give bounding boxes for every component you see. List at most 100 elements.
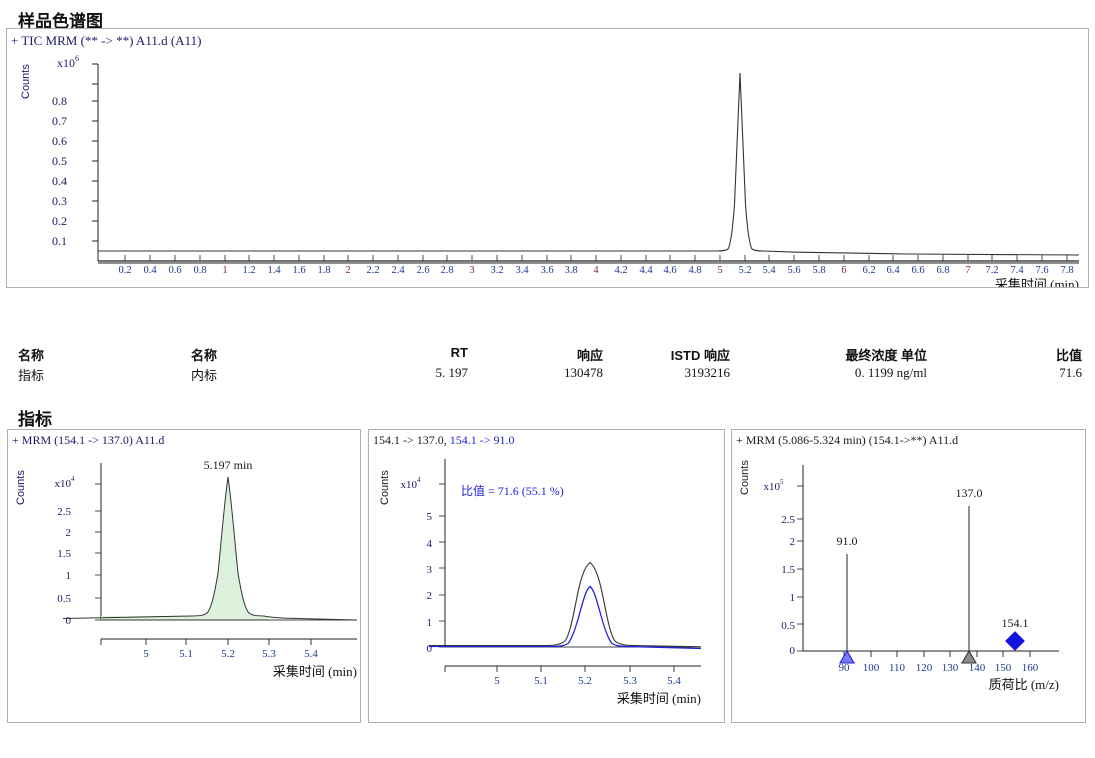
svg-text:1.8: 1.8 [317,265,330,276]
svg-text:3.8: 3.8 [564,265,577,276]
svg-text:3.4: 3.4 [515,265,529,276]
svg-text:4: 4 [593,265,599,276]
svg-text:质荷比 (m/z): 质荷比 (m/z) [989,677,1059,692]
svg-text:5.4: 5.4 [762,265,776,276]
svg-text:5.2: 5.2 [738,265,751,276]
svg-text:5.8: 5.8 [812,265,825,276]
svg-text:x10: x10 [401,479,418,491]
svg-text:0.7: 0.7 [52,114,67,128]
svg-text:采集时间 (min): 采集时间 (min) [617,691,701,706]
svg-text:2.5: 2.5 [57,506,71,518]
svg-text:137.0: 137.0 [956,486,983,500]
svg-text:0.6: 0.6 [168,265,181,276]
svg-text:2.4: 2.4 [391,265,405,276]
svg-text:5.1: 5.1 [179,648,193,660]
svg-text:1: 1 [66,570,72,582]
svg-text:4.6: 4.6 [663,265,676,276]
svg-text:5.6: 5.6 [787,265,800,276]
svg-text:比值 = 71.6 (55.1 %): 比值 = 71.6 (55.1 %) [461,483,564,498]
svg-text:5: 5 [427,511,433,523]
svg-text:7: 7 [965,265,970,276]
svg-text:0.1: 0.1 [52,234,67,248]
svg-text:110: 110 [889,662,906,674]
svg-text:2: 2 [427,590,433,602]
svg-text:6: 6 [75,54,79,63]
svg-text:x10: x10 [57,56,75,70]
svg-text:6.2: 6.2 [862,265,875,276]
svg-text:90: 90 [839,662,851,674]
svg-text:120: 120 [916,662,933,674]
svg-text:4: 4 [71,475,75,483]
svg-text:0.5: 0.5 [52,154,67,168]
svg-text:5.3: 5.3 [623,675,637,687]
svg-text:1: 1 [790,592,796,604]
svg-text:采集时间 (min): 采集时间 (min) [995,277,1079,288]
svg-text:1.2: 1.2 [242,265,255,276]
svg-text:91.0: 91.0 [837,534,858,548]
svg-text:4.8: 4.8 [688,265,701,276]
svg-text:0.3: 0.3 [52,194,67,208]
svg-text:0.2: 0.2 [118,265,131,276]
svg-text:4: 4 [427,538,433,550]
svg-text:5: 5 [494,675,500,687]
svg-text:154.1: 154.1 [1002,616,1029,630]
svg-text:1: 1 [427,617,433,629]
svg-text:6.8: 6.8 [936,265,949,276]
svg-text:采集时间 (min): 采集时间 (min) [273,664,357,679]
svg-text:2: 2 [790,536,796,548]
svg-text:150: 150 [995,662,1012,674]
svg-text:1.4: 1.4 [267,265,281,276]
svg-text:0: 0 [790,645,796,657]
svg-text:2: 2 [345,265,350,276]
svg-text:5: 5 [717,265,722,276]
svg-text:6: 6 [841,265,846,276]
svg-text:5.1: 5.1 [534,675,548,687]
svg-text:4.2: 4.2 [614,265,627,276]
svg-text:100: 100 [863,662,880,674]
svg-text:1: 1 [222,265,227,276]
svg-text:5.4: 5.4 [304,648,318,660]
svg-text:4: 4 [417,476,421,484]
svg-text:0: 0 [427,643,433,655]
svg-text:0.5: 0.5 [781,620,795,632]
svg-text:7.4: 7.4 [1010,265,1024,276]
svg-text:7.2: 7.2 [985,265,998,276]
svg-text:7.6: 7.6 [1035,265,1048,276]
svg-text:0.8: 0.8 [52,94,67,108]
svg-text:2.2: 2.2 [366,265,379,276]
svg-text:2.5: 2.5 [781,514,795,526]
svg-text:1.6: 1.6 [292,265,305,276]
svg-text:2.8: 2.8 [440,265,453,276]
svg-text:5.2: 5.2 [221,648,235,660]
svg-text:0: 0 [66,615,72,627]
svg-text:3: 3 [469,265,474,276]
svg-text:5.197 min: 5.197 min [204,458,253,472]
svg-text:130: 130 [942,662,959,674]
svg-text:6.4: 6.4 [886,265,900,276]
svg-text:5.4: 5.4 [667,675,681,687]
svg-text:5.2: 5.2 [578,675,592,687]
svg-text:3.2: 3.2 [490,265,503,276]
svg-text:x10: x10 [55,478,72,490]
svg-text:0.8: 0.8 [193,265,206,276]
svg-text:5: 5 [780,478,784,486]
svg-text:3.6: 3.6 [540,265,553,276]
svg-text:7.8: 7.8 [1060,265,1073,276]
svg-text:2.6: 2.6 [416,265,429,276]
svg-text:0.4: 0.4 [52,174,67,188]
svg-text:6.6: 6.6 [911,265,924,276]
svg-text:160: 160 [1022,662,1039,674]
svg-text:4.4: 4.4 [639,265,653,276]
svg-text:1.5: 1.5 [57,548,71,560]
svg-text:1.5: 1.5 [781,564,795,576]
svg-text:3: 3 [427,564,433,576]
svg-text:2: 2 [66,527,72,539]
svg-text:0.2: 0.2 [52,214,67,228]
svg-text:5.3: 5.3 [262,648,276,660]
svg-text:140: 140 [969,662,986,674]
svg-text:0.6: 0.6 [52,134,67,148]
svg-text:x10: x10 [764,481,781,493]
svg-text:0.4: 0.4 [143,265,157,276]
svg-text:5: 5 [143,648,149,660]
svg-text:0.5: 0.5 [57,593,71,605]
